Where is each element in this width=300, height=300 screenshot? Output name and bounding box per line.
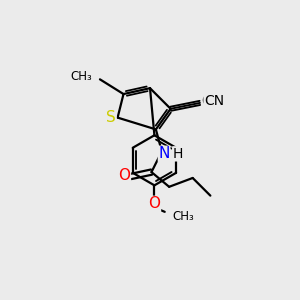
Text: C: C bbox=[202, 94, 211, 108]
Text: O: O bbox=[118, 167, 130, 182]
Text: N: N bbox=[158, 146, 170, 161]
Text: CH₃: CH₃ bbox=[71, 70, 93, 83]
Text: N: N bbox=[210, 94, 221, 108]
Text: S: S bbox=[106, 110, 116, 125]
Text: H: H bbox=[173, 147, 183, 161]
Text: CN: CN bbox=[205, 94, 225, 108]
Text: O: O bbox=[148, 196, 160, 211]
Text: CH₃: CH₃ bbox=[172, 210, 194, 223]
